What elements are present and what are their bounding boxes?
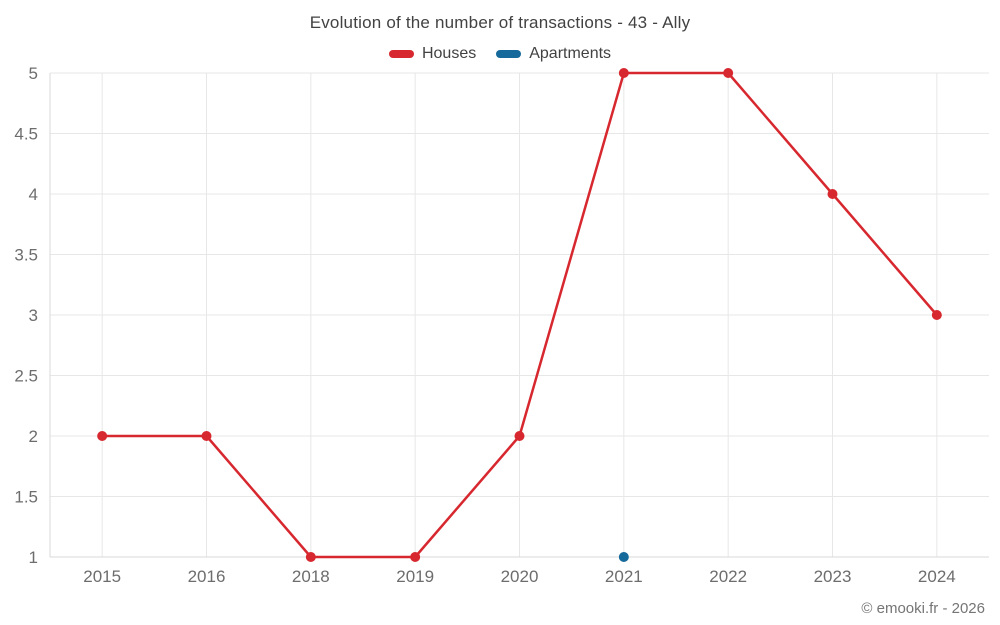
x-tick-label: 2021 (605, 567, 643, 586)
y-tick-label: 4.5 (14, 125, 38, 144)
chart-title: Evolution of the number of transactions … (309, 13, 691, 32)
x-tick-label: 2020 (501, 567, 539, 586)
x-tick-label: 2019 (396, 567, 434, 586)
x-tick-label: 2022 (709, 567, 747, 586)
data-point-apartments-2021[interactable] (618, 552, 629, 562)
data-point-houses-2020[interactable] (514, 431, 525, 441)
legend-label-houses: Houses (421, 45, 477, 62)
y-tick-label: 1 (29, 548, 38, 567)
data-point-houses-2023[interactable] (827, 189, 838, 199)
x-tick-label: 2024 (918, 567, 956, 586)
legend-item-apartments[interactable]: Apartments (496, 45, 611, 63)
data-point-houses-2019[interactable] (410, 552, 421, 562)
chart-legend: Houses Apartments (0, 45, 1000, 63)
y-tick-label: 1.5 (14, 488, 38, 507)
y-tick-label: 2 (29, 427, 38, 446)
legend-label-apartments: Apartments (529, 45, 612, 62)
x-tick-label: 2015 (83, 567, 121, 586)
y-tick-label: 3.5 (14, 246, 38, 265)
data-point-houses-2015[interactable] (97, 431, 108, 441)
data-point-houses-2022[interactable] (723, 68, 734, 78)
x-tick-label: 2016 (188, 567, 226, 586)
y-tick-label: 3 (29, 306, 38, 325)
y-tick-label: 4 (29, 185, 38, 204)
x-tick-label: 2018 (292, 567, 330, 586)
data-point-houses-2016[interactable] (201, 431, 212, 441)
data-point-houses-2021[interactable] (618, 68, 629, 78)
copyright-footer: © emooki.fr - 2026 (861, 600, 985, 617)
data-point-houses-2018[interactable] (305, 552, 316, 562)
y-tick-label: 2.5 (14, 367, 38, 386)
legend-item-houses[interactable]: Houses (388, 45, 477, 63)
y-tick-label: 5 (29, 64, 38, 83)
x-tick-label: 2023 (814, 567, 852, 586)
data-point-houses-2024[interactable] (931, 310, 942, 320)
legend-swatch-apartments-icon (496, 50, 522, 58)
legend-swatch-houses-icon (388, 50, 414, 58)
